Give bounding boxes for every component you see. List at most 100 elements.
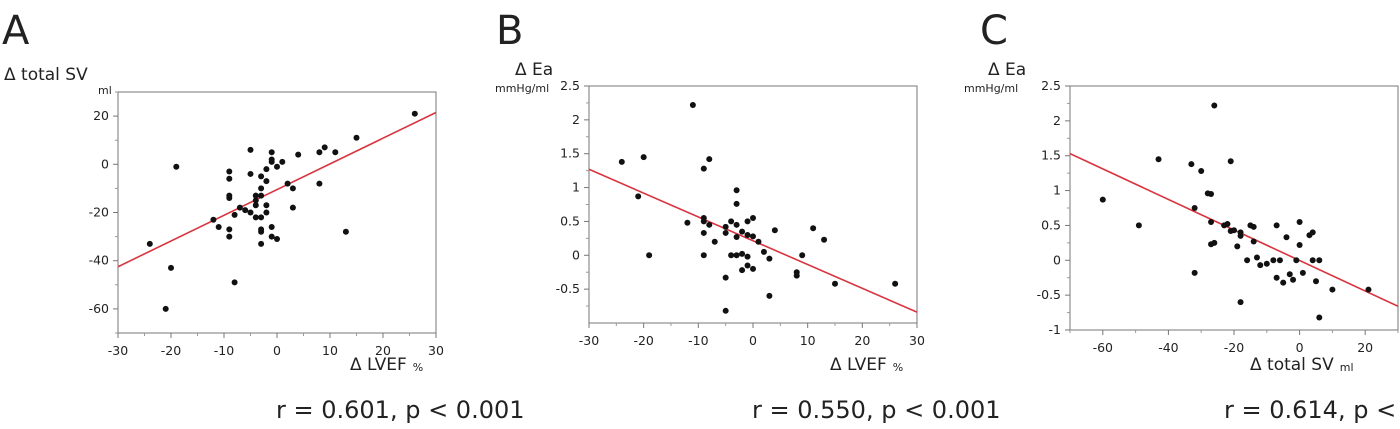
data-point (1309, 257, 1316, 264)
data-point (263, 178, 270, 185)
data-point (1198, 168, 1205, 175)
data-point (1227, 158, 1234, 165)
data-point (263, 166, 270, 173)
data-point (700, 165, 707, 172)
data-point (1231, 227, 1237, 234)
plot-frame (117, 91, 437, 334)
data-point (247, 170, 254, 177)
data-point (226, 168, 233, 175)
data-point (247, 146, 254, 153)
data-point (1250, 223, 1257, 230)
data-point (1188, 161, 1195, 168)
y-axis-unit: mmHg/ml (964, 82, 1018, 95)
x-tick-label: -10 (214, 343, 234, 358)
regression-line (589, 168, 917, 313)
plot-frame (1069, 85, 1399, 331)
data-point (226, 233, 233, 240)
data-point (284, 180, 291, 187)
data-point (168, 264, 174, 271)
panel-a: A Δ total SV ml -60 -40 -20 0 20 -30 -20 -10 0 10 20 3… (2, 8, 525, 424)
data-point (162, 305, 169, 312)
data-point (750, 215, 756, 222)
data-point (1280, 279, 1287, 286)
x-tick-label: 0 (749, 333, 757, 348)
data-point (236, 204, 243, 211)
data-point (268, 223, 275, 230)
panel-letter: C (980, 8, 1008, 54)
data-point (316, 180, 323, 187)
x-tick-label: 10 (322, 343, 338, 358)
correlation-stat: r = 0.614, p < 0.001 (1224, 396, 1400, 424)
x-axis-label: Δ LVEF (830, 355, 887, 375)
data-point (1273, 222, 1280, 229)
data-point (771, 227, 778, 234)
data-point (722, 307, 729, 314)
data-point (733, 187, 740, 194)
y-tick-label: 2 (572, 112, 580, 127)
x-axis-label: Δ total SV (1250, 355, 1334, 375)
y-tick-label: 2.5 (560, 78, 580, 93)
correlation-stat: r = 0.550, p < 0.001 (752, 396, 1001, 424)
data-point (146, 240, 153, 247)
data-point (1155, 156, 1162, 163)
data-point (1234, 243, 1241, 250)
data-point (684, 219, 691, 226)
x-axis-unit: ml (1340, 361, 1354, 374)
data-point (1270, 257, 1277, 264)
data-point (640, 154, 647, 161)
data-point (295, 151, 302, 158)
data-point (766, 255, 773, 262)
data-point (739, 250, 746, 257)
data-point (1313, 278, 1319, 285)
y-tick-label: 0 (572, 247, 580, 262)
data-point (1208, 218, 1215, 225)
data-point (1296, 241, 1303, 248)
data-point (832, 280, 838, 287)
data-point (799, 252, 806, 259)
x-axis-label: Δ LVEF (350, 355, 407, 375)
data-point (247, 209, 254, 216)
data-point (706, 221, 713, 228)
y-tick-label: -0.5 (556, 281, 580, 296)
data-point (242, 207, 249, 214)
data-point (618, 158, 625, 165)
x-tick-label: 0 (1296, 340, 1304, 355)
data-point (733, 200, 740, 207)
data-point (700, 218, 707, 225)
data-point (1244, 257, 1251, 264)
data-point (1211, 102, 1218, 109)
data-point (1191, 269, 1198, 276)
data-point (750, 265, 756, 272)
data-point (226, 195, 233, 202)
data-point (766, 292, 773, 299)
data-point (258, 214, 265, 221)
data-point (226, 175, 233, 182)
y-tick-label: -1 (1049, 322, 1061, 337)
data-point (722, 223, 729, 230)
data-point (231, 211, 238, 218)
y-tick-label: 1.5 (1041, 148, 1061, 163)
data-point (744, 218, 751, 225)
data-point (258, 185, 265, 192)
data-point (739, 267, 746, 274)
correlation-stat: r = 0.601, p < 0.001 (276, 396, 525, 424)
data-point (316, 149, 323, 156)
x-tick-label: -20 (161, 343, 181, 358)
y-axis-label: Δ Ea (515, 60, 553, 80)
plot-frame (588, 85, 918, 324)
data-point (252, 202, 259, 209)
data-point (728, 252, 735, 259)
data-point (1253, 254, 1260, 261)
data-point (1365, 286, 1372, 293)
data-point (1263, 260, 1270, 267)
x-axis-unit: % (413, 361, 423, 374)
data-point (810, 225, 817, 232)
data-point (252, 214, 259, 221)
data-point (215, 223, 222, 230)
data-point (689, 101, 696, 108)
data-point (733, 234, 740, 241)
data-point (342, 228, 349, 235)
y-tick-label: -0.5 (1037, 287, 1061, 302)
data-point (231, 279, 238, 286)
